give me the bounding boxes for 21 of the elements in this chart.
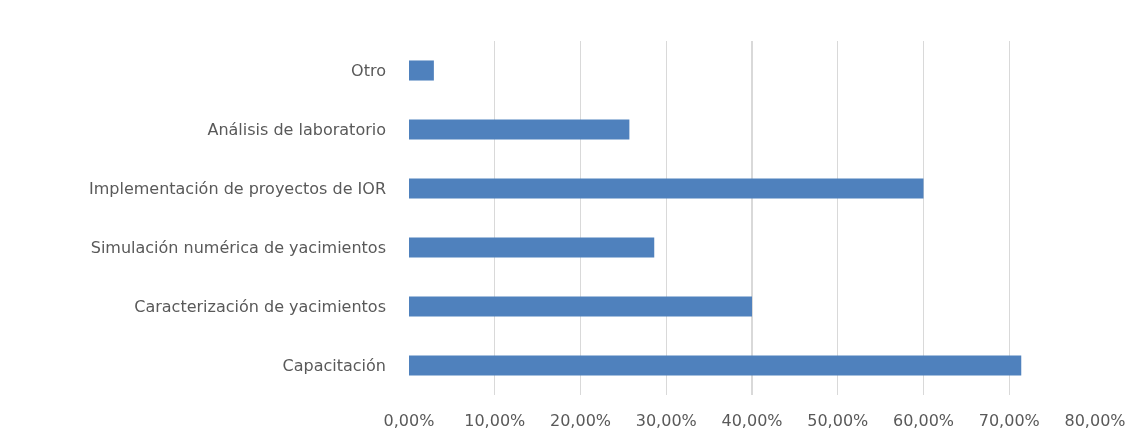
- x-tick-label: 80,00%: [1064, 411, 1126, 430]
- y-tick-label: Análisis de laboratorio: [207, 120, 386, 140]
- bar: [409, 60, 434, 81]
- y-tick-label: Implementación de proyectos de IOR: [88, 179, 386, 199]
- bar: [409, 296, 752, 317]
- x-tick-label: 60,00%: [892, 411, 955, 430]
- x-tick-label: 20,00%: [549, 411, 612, 430]
- bar: [409, 178, 924, 199]
- y-tick-label: Simulación numérica de yacimientos: [90, 238, 386, 258]
- y-tick-label: Capacitación: [282, 356, 386, 376]
- x-tick-label: 70,00%: [978, 411, 1040, 430]
- x-tick-label: 10,00%: [464, 411, 526, 430]
- bar: [409, 237, 655, 258]
- x-tick-label: 50,00%: [807, 411, 869, 430]
- x-tick-label: 40,00%: [721, 411, 783, 430]
- x-tick-label: 0,00%: [383, 411, 435, 430]
- x-tick-label: 30,00%: [635, 411, 697, 430]
- y-tick-label: Caracterización de yacimientos: [134, 297, 386, 317]
- bar: [409, 355, 1022, 376]
- bar: [409, 119, 630, 140]
- y-tick-label: Otro: [351, 61, 386, 81]
